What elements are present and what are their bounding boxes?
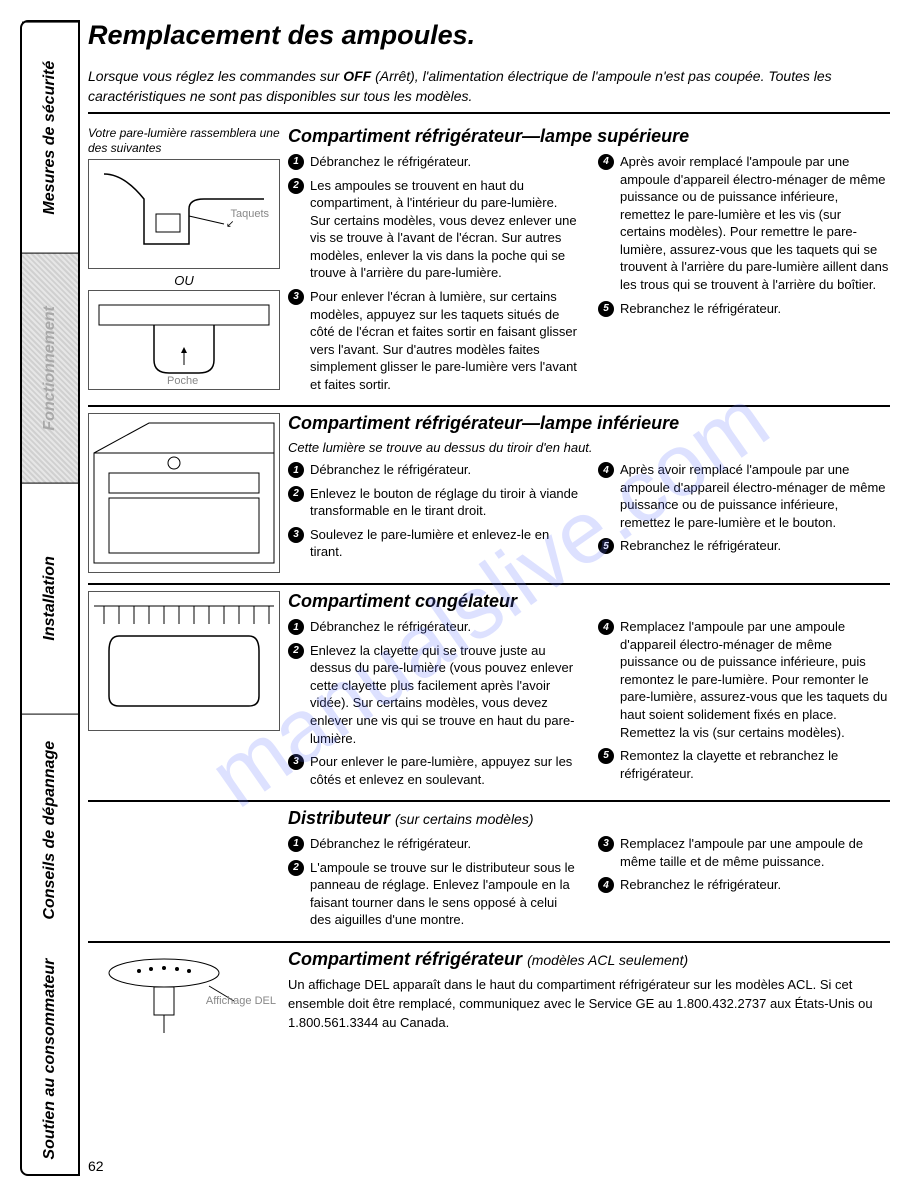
intro-text: Lorsque vous réglez les commandes sur OF… [88, 67, 890, 114]
section-subtitle: Cette lumière se trouve au dessus du tir… [288, 440, 890, 455]
fig-caption: Votre pare-lumière rassemblera une des s… [88, 126, 280, 155]
section-upper-lamp: Votre pare-lumière rassemblera une des s… [88, 120, 890, 407]
tab-securite: Mesures de sécurité [22, 22, 78, 253]
section-heading: Compartiment réfrigérateur—lampe supérie… [288, 126, 890, 147]
sidebar-tabs: Mesures de sécurité Fonctionnement Insta… [20, 20, 80, 1176]
figure-led: Affichage DEL [88, 949, 280, 1049]
section-dispenser: Distributeur (sur certains modèles) 1Déb… [88, 802, 890, 943]
section-heading: Compartiment réfrigérateur (modèles ACL … [288, 949, 890, 970]
section-freezer: Compartiment congélateur 1Débranchez le … [88, 585, 890, 802]
main-content: manualslive.com Remplacement des ampoule… [88, 20, 890, 1176]
tab-installation: Installation [22, 483, 78, 714]
section-lower-lamp: Compartiment réfrigérateur—lampe inférie… [88, 407, 890, 585]
page-number: 62 [88, 1158, 104, 1174]
tab-fonctionnement: Fonctionnement [22, 253, 78, 484]
tab-depannage: Conseils de dépannage [22, 714, 78, 945]
figure-freezer [88, 591, 280, 731]
or-label: OU [88, 273, 280, 288]
section-heading: Distributeur (sur certains modèles) [288, 808, 890, 829]
svg-text:↙: ↙ [226, 219, 234, 230]
page-title: Remplacement des ampoules. [88, 20, 890, 51]
section-heading: Compartiment congélateur [288, 591, 890, 612]
section-lcd: Affichage DEL Compartiment réfrigérateur… [88, 943, 890, 1059]
figure-lower-lamp [88, 413, 280, 573]
figure-shield-tabs: ↙ Taquets [88, 159, 280, 269]
tab-soutien: Soutien au consommateur [22, 944, 78, 1174]
section-heading: Compartiment réfrigérateur—lampe inférie… [288, 413, 890, 434]
figure-shield-pocket: Poche [88, 290, 280, 390]
lcd-text: Un affichage DEL apparaît dans le haut d… [288, 976, 890, 1033]
